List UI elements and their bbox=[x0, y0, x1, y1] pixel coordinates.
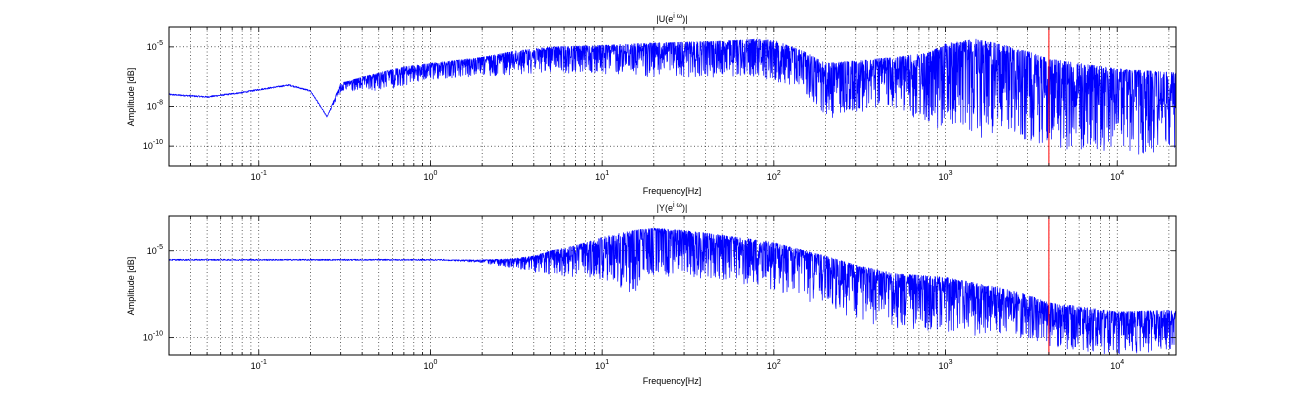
grid bbox=[168, 27, 1176, 166]
x-tick-label: 103 bbox=[939, 359, 953, 371]
x-tick-label: 103 bbox=[939, 170, 953, 182]
data-series bbox=[168, 227, 1177, 355]
y-axis-label: Amplitude [dB] bbox=[126, 68, 136, 127]
chart-title: |U(ei ω)| bbox=[656, 13, 687, 24]
plot-area-frame bbox=[168, 215, 1177, 356]
spectrum-line bbox=[168, 38, 1177, 155]
x-tick-label: 10-1 bbox=[251, 359, 267, 371]
spectrum-line bbox=[168, 227, 1177, 355]
y-tick-label: 10-8 bbox=[147, 99, 163, 111]
y-tick-label: 10-5 bbox=[147, 40, 163, 52]
x-tick-label: 104 bbox=[1110, 170, 1124, 182]
chart-panel-y: 10-10 10-5 10-1 100 101 102 103 104 |Y(ei ω)| F… bbox=[126, 202, 1177, 386]
y-tick-label: 10-5 bbox=[147, 244, 163, 256]
x-tick-label: 100 bbox=[423, 359, 437, 371]
y-tick-label: 10-10 bbox=[143, 331, 163, 343]
x-tick-label: 101 bbox=[595, 359, 609, 371]
chart-panel-u: 10-10 10-8 10-5 10-1 100 101 102 103 104 |U(ei ω… bbox=[126, 13, 1177, 196]
ticks: 10-10 10-8 10-5 10-1 100 101 102 103 104 bbox=[143, 27, 1176, 182]
x-axis-label: Frequency[Hz] bbox=[643, 186, 702, 196]
x-tick-label: 104 bbox=[1110, 359, 1124, 371]
plot-area-frame bbox=[168, 26, 1177, 167]
x-tick-label: 10-1 bbox=[251, 170, 267, 182]
y-axis-label: Amplitude [dB] bbox=[126, 257, 136, 316]
x-tick-label: 102 bbox=[767, 170, 781, 182]
x-axis-label: Frequency[Hz] bbox=[643, 376, 702, 386]
ticks: 10-10 10-5 10-1 100 101 102 103 104 bbox=[143, 216, 1176, 371]
x-tick-label: 101 bbox=[595, 170, 609, 182]
data-series bbox=[168, 38, 1177, 155]
x-tick-label: 100 bbox=[423, 170, 437, 182]
x-tick-label: 102 bbox=[767, 359, 781, 371]
y-tick-label: 10-10 bbox=[143, 139, 163, 151]
chart-title: |Y(ei ω)| bbox=[657, 202, 688, 213]
